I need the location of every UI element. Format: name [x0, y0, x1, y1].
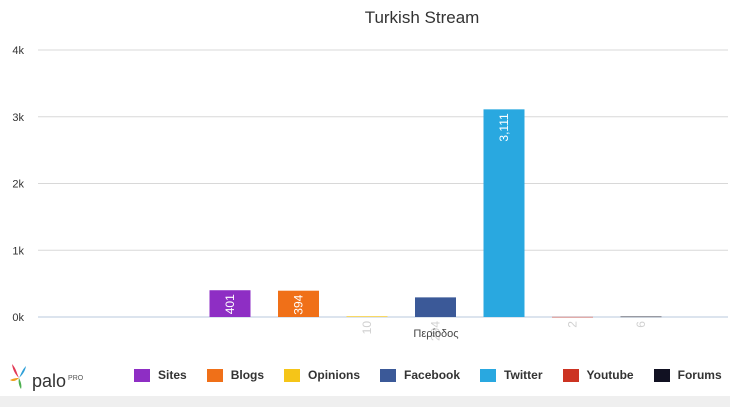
- data-label-twitter: 3,111: [497, 113, 511, 142]
- chart-title: Turkish Stream: [365, 8, 480, 27]
- legend-label: Youtube: [586, 368, 634, 382]
- data-labels: 401 394 10 294 3,111 2 6: [223, 113, 648, 341]
- data-label-sites: 401: [223, 294, 237, 314]
- legend-item-facebook[interactable]: Facebook: [380, 368, 460, 382]
- bar-forums: [620, 316, 662, 318]
- y-tick-label: 4k: [12, 45, 24, 57]
- logo-text: palo: [32, 371, 67, 391]
- legend-item-youtube[interactable]: Youtube: [562, 368, 634, 382]
- legend-swatch: [134, 368, 150, 382]
- legend-label: Sites: [158, 368, 187, 382]
- legend-label: Blogs: [230, 368, 265, 382]
- y-tick-label: 0k: [12, 312, 24, 324]
- legend: Sites Blogs Opinions Facebook Twitter Youtube…: [134, 368, 730, 382]
- grid: [38, 49, 728, 318]
- legend-item-forums[interactable]: Forums: [653, 368, 722, 382]
- legend-item-blogs[interactable]: Blogs: [206, 368, 265, 382]
- logo-pro: PRO: [68, 375, 84, 382]
- footer-strip: [0, 396, 730, 407]
- legend-swatch: [562, 368, 579, 382]
- data-label-blogs: 394: [292, 294, 306, 314]
- legend-label: Forums: [677, 368, 722, 382]
- y-axis-ticks: 0k 1k 2k 3k 4k: [12, 45, 24, 324]
- legend-swatch: [206, 368, 223, 382]
- legend-swatch: [380, 368, 397, 382]
- bar-opinions: [346, 316, 388, 317]
- legend-swatch: [284, 368, 301, 382]
- bar-youtube: [552, 316, 593, 318]
- legend-label: Twitter: [504, 368, 543, 382]
- bars: [209, 109, 662, 318]
- palo-logo: palo PRO: [8, 362, 83, 390]
- y-tick-label: 1k: [12, 245, 24, 257]
- x-axis-label: Περίοδος: [413, 328, 458, 340]
- y-tick-label: 3k: [12, 112, 24, 124]
- legend-item-twitter[interactable]: Twitter: [480, 368, 543, 382]
- bar-sites: [209, 290, 251, 317]
- legend-swatch: [653, 368, 670, 382]
- y-tick-label: 2k: [12, 179, 24, 191]
- bar-twitter: [483, 109, 525, 317]
- legend-item-sites[interactable]: Sites: [134, 368, 187, 382]
- data-label-opinions: 10: [360, 321, 374, 335]
- bar-facebook: [415, 297, 456, 317]
- chart: Turkish Stream 0k 1k 2k 3k 4k 401 394 10 294 3,1…: [12, 8, 728, 341]
- bar-blogs: [278, 290, 319, 317]
- legend-item-opinions[interactable]: Opinions: [284, 368, 360, 382]
- data-label-youtube: 2: [566, 321, 580, 328]
- legend-label: Facebook: [404, 368, 461, 382]
- palo-leaf-icon: [10, 364, 26, 389]
- legend-swatch: [480, 368, 497, 382]
- data-label-forums: 6: [634, 321, 648, 328]
- legend-label: Opinions: [308, 368, 361, 382]
- data-label-facebook: 294: [429, 321, 443, 341]
